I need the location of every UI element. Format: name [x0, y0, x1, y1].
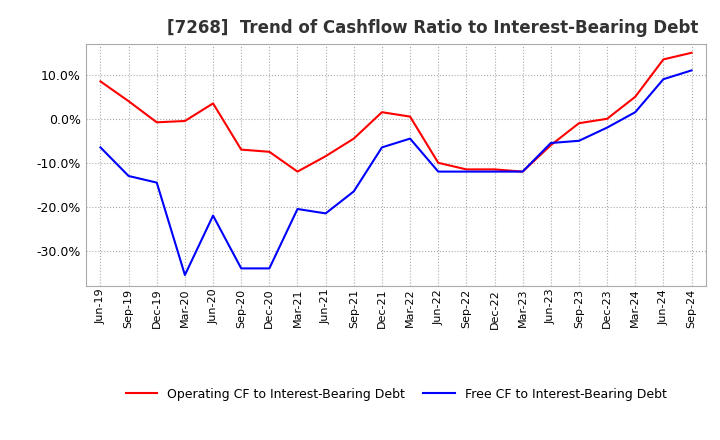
Free CF to Interest-Bearing Debt: [181, 272, 189, 278]
Operating CF to Interest-Bearing Debt: [575, 121, 583, 126]
Free CF to Interest-Bearing Debt: [96, 145, 105, 150]
Operating CF to Interest-Bearing Debt: [406, 114, 415, 119]
Free CF to Interest-Bearing Debt: [462, 169, 471, 174]
Free CF to Interest-Bearing Debt: [575, 138, 583, 143]
Free CF to Interest-Bearing Debt: [687, 68, 696, 73]
Line: Operating CF to Interest-Bearing Debt: Operating CF to Interest-Bearing Debt: [101, 53, 691, 172]
Free CF to Interest-Bearing Debt: [349, 189, 358, 194]
Text: [7268]  Trend of Cashflow Ratio to Interest-Bearing Debt: [7268] Trend of Cashflow Ratio to Intere…: [167, 19, 698, 37]
Free CF to Interest-Bearing Debt: [631, 110, 639, 115]
Free CF to Interest-Bearing Debt: [546, 140, 555, 146]
Free CF to Interest-Bearing Debt: [377, 145, 386, 150]
Operating CF to Interest-Bearing Debt: [237, 147, 246, 152]
Operating CF to Interest-Bearing Debt: [349, 136, 358, 141]
Operating CF to Interest-Bearing Debt: [153, 120, 161, 125]
Free CF to Interest-Bearing Debt: [153, 180, 161, 185]
Operating CF to Interest-Bearing Debt: [490, 167, 499, 172]
Operating CF to Interest-Bearing Debt: [687, 50, 696, 55]
Operating CF to Interest-Bearing Debt: [518, 169, 527, 174]
Free CF to Interest-Bearing Debt: [293, 206, 302, 212]
Line: Free CF to Interest-Bearing Debt: Free CF to Interest-Bearing Debt: [101, 70, 691, 275]
Operating CF to Interest-Bearing Debt: [546, 143, 555, 148]
Operating CF to Interest-Bearing Debt: [377, 110, 386, 115]
Free CF to Interest-Bearing Debt: [659, 77, 667, 82]
Operating CF to Interest-Bearing Debt: [659, 57, 667, 62]
Free CF to Interest-Bearing Debt: [237, 266, 246, 271]
Operating CF to Interest-Bearing Debt: [603, 116, 611, 121]
Legend: Operating CF to Interest-Bearing Debt, Free CF to Interest-Bearing Debt: Operating CF to Interest-Bearing Debt, F…: [120, 383, 672, 406]
Free CF to Interest-Bearing Debt: [125, 173, 133, 179]
Operating CF to Interest-Bearing Debt: [462, 167, 471, 172]
Operating CF to Interest-Bearing Debt: [209, 101, 217, 106]
Operating CF to Interest-Bearing Debt: [125, 99, 133, 104]
Free CF to Interest-Bearing Debt: [406, 136, 415, 141]
Operating CF to Interest-Bearing Debt: [631, 94, 639, 99]
Free CF to Interest-Bearing Debt: [265, 266, 274, 271]
Free CF to Interest-Bearing Debt: [490, 169, 499, 174]
Free CF to Interest-Bearing Debt: [209, 213, 217, 218]
Operating CF to Interest-Bearing Debt: [181, 118, 189, 124]
Operating CF to Interest-Bearing Debt: [434, 160, 443, 165]
Operating CF to Interest-Bearing Debt: [321, 154, 330, 159]
Free CF to Interest-Bearing Debt: [603, 125, 611, 130]
Operating CF to Interest-Bearing Debt: [293, 169, 302, 174]
Operating CF to Interest-Bearing Debt: [265, 149, 274, 154]
Free CF to Interest-Bearing Debt: [321, 211, 330, 216]
Free CF to Interest-Bearing Debt: [434, 169, 443, 174]
Operating CF to Interest-Bearing Debt: [96, 79, 105, 84]
Free CF to Interest-Bearing Debt: [518, 169, 527, 174]
